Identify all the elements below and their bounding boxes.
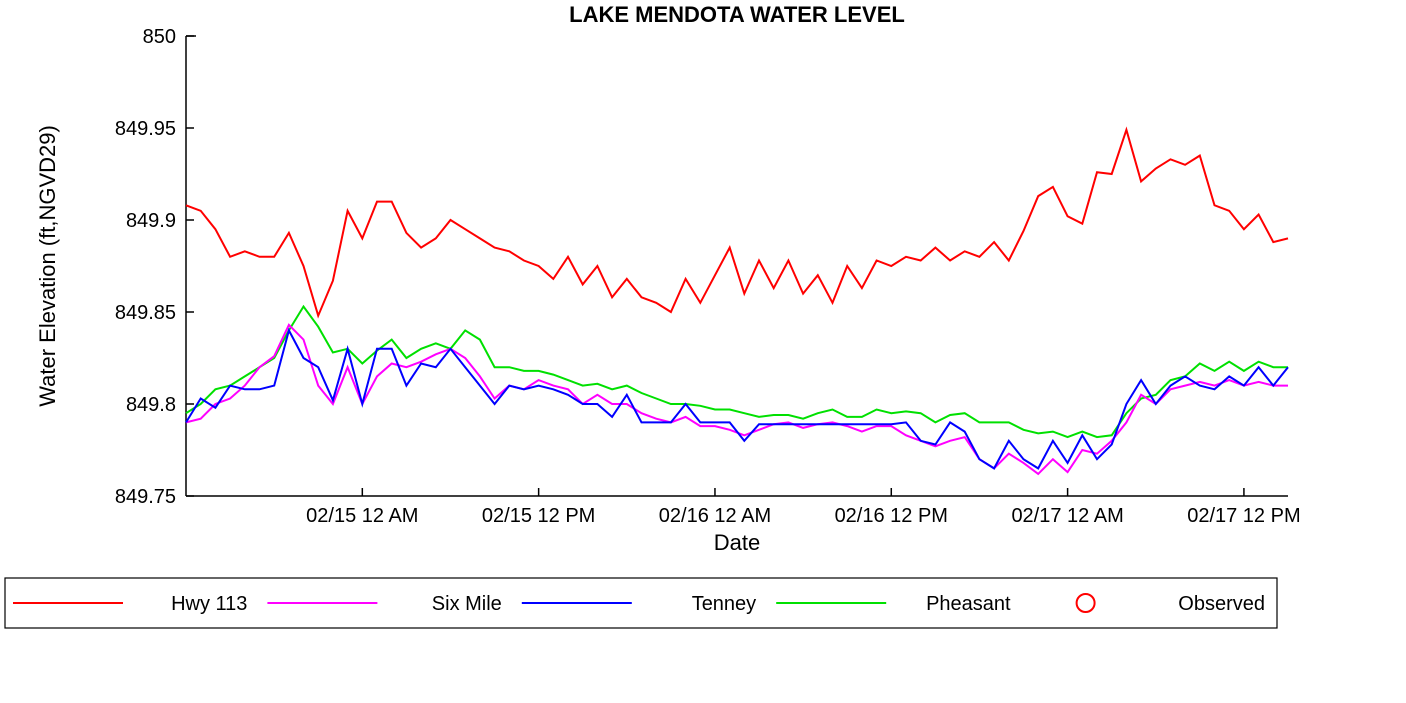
legend-label: Tenney	[692, 593, 757, 615]
y-axis-label: Water Elevation (ft,NGVD29)	[35, 125, 60, 407]
y-tick-label: 849.75	[115, 486, 176, 508]
legend-label: Observed	[1178, 593, 1265, 615]
y-tick-label: 849.8	[126, 394, 176, 416]
y-tick-label: 849.95	[115, 118, 176, 140]
legend-label: Pheasant	[926, 593, 1011, 615]
x-tick-label: 02/15 12 AM	[306, 505, 418, 527]
x-tick-label: 02/16 12 AM	[659, 505, 771, 527]
series-line	[186, 325, 1288, 474]
chart-title: LAKE MENDOTA WATER LEVEL	[569, 2, 905, 27]
x-tick-label: 02/17 12 AM	[1011, 505, 1123, 527]
water-level-chart: LAKE MENDOTA WATER LEVEL 849.75 849.8 849.8…	[0, 0, 1406, 703]
x-tick-label: 02/15 12 PM	[482, 505, 595, 527]
series-line	[186, 307, 1288, 438]
x-tick-label: 02/16 12 PM	[835, 505, 948, 527]
x-tick-label: 02/17 12 PM	[1187, 505, 1300, 527]
y-tick-label: 849.85	[115, 302, 176, 324]
legend-label: Six Mile	[432, 593, 502, 615]
x-axis-label: Date	[714, 530, 760, 555]
y-tick-label: 849.9	[126, 210, 176, 232]
series-line	[186, 130, 1288, 316]
y-tick-label: 850	[143, 26, 176, 48]
legend-label: Hwy 113	[171, 593, 247, 615]
